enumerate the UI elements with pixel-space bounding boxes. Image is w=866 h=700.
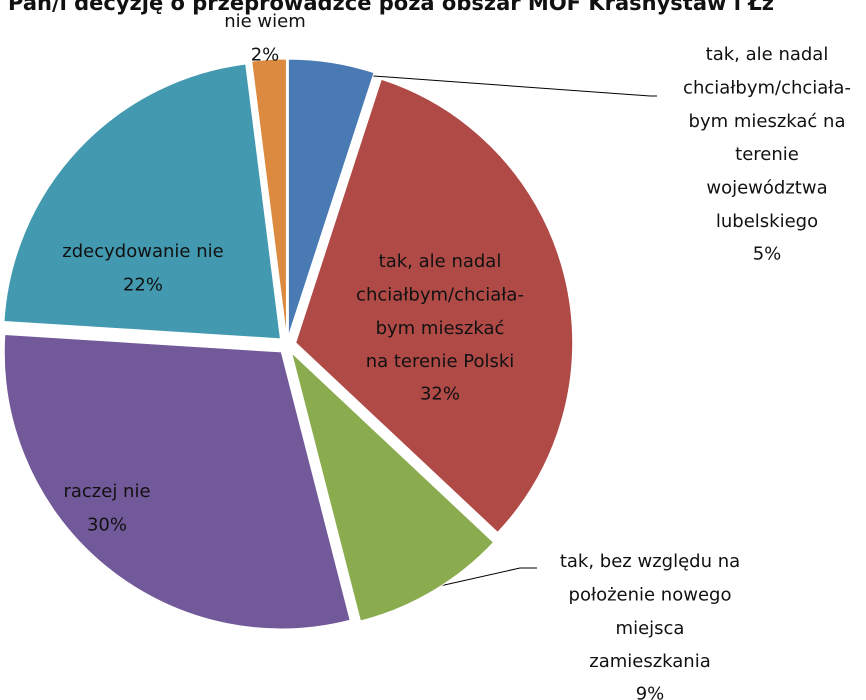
pie-slice [3, 334, 351, 630]
slice-label: tak, bez względu na położenie nowego miejs… [560, 551, 740, 672]
chart-title: Pan/i decyzję o przeprowadzce poza obsza… [8, 0, 774, 15]
slice-value-label: 32% [420, 384, 460, 405]
slice-value-label: 5% [753, 243, 782, 264]
pie-slice [251, 58, 287, 337]
slice-label: tak, ale nadal chciałbym/chciała-bym mies… [356, 251, 524, 372]
slice-value-label: 30% [87, 514, 127, 535]
leader-line [331, 72, 657, 97]
slice-label: zdecydowanie nie [62, 241, 223, 262]
pie-slice [3, 63, 282, 340]
slice-label: raczej nie [63, 481, 150, 502]
slice-label: nie wiem [224, 11, 306, 32]
slice-label: tak, ale nadal chciałbym/chciała-bym mies… [683, 44, 851, 232]
pie-slice [287, 58, 375, 337]
leader-line [421, 567, 537, 591]
slice-value-label: 9% [636, 684, 665, 700]
pie-slice [295, 78, 574, 534]
slice-value-label: 22% [123, 274, 163, 295]
pie-slice [290, 351, 495, 622]
slice-value-label: 2% [251, 44, 280, 65]
